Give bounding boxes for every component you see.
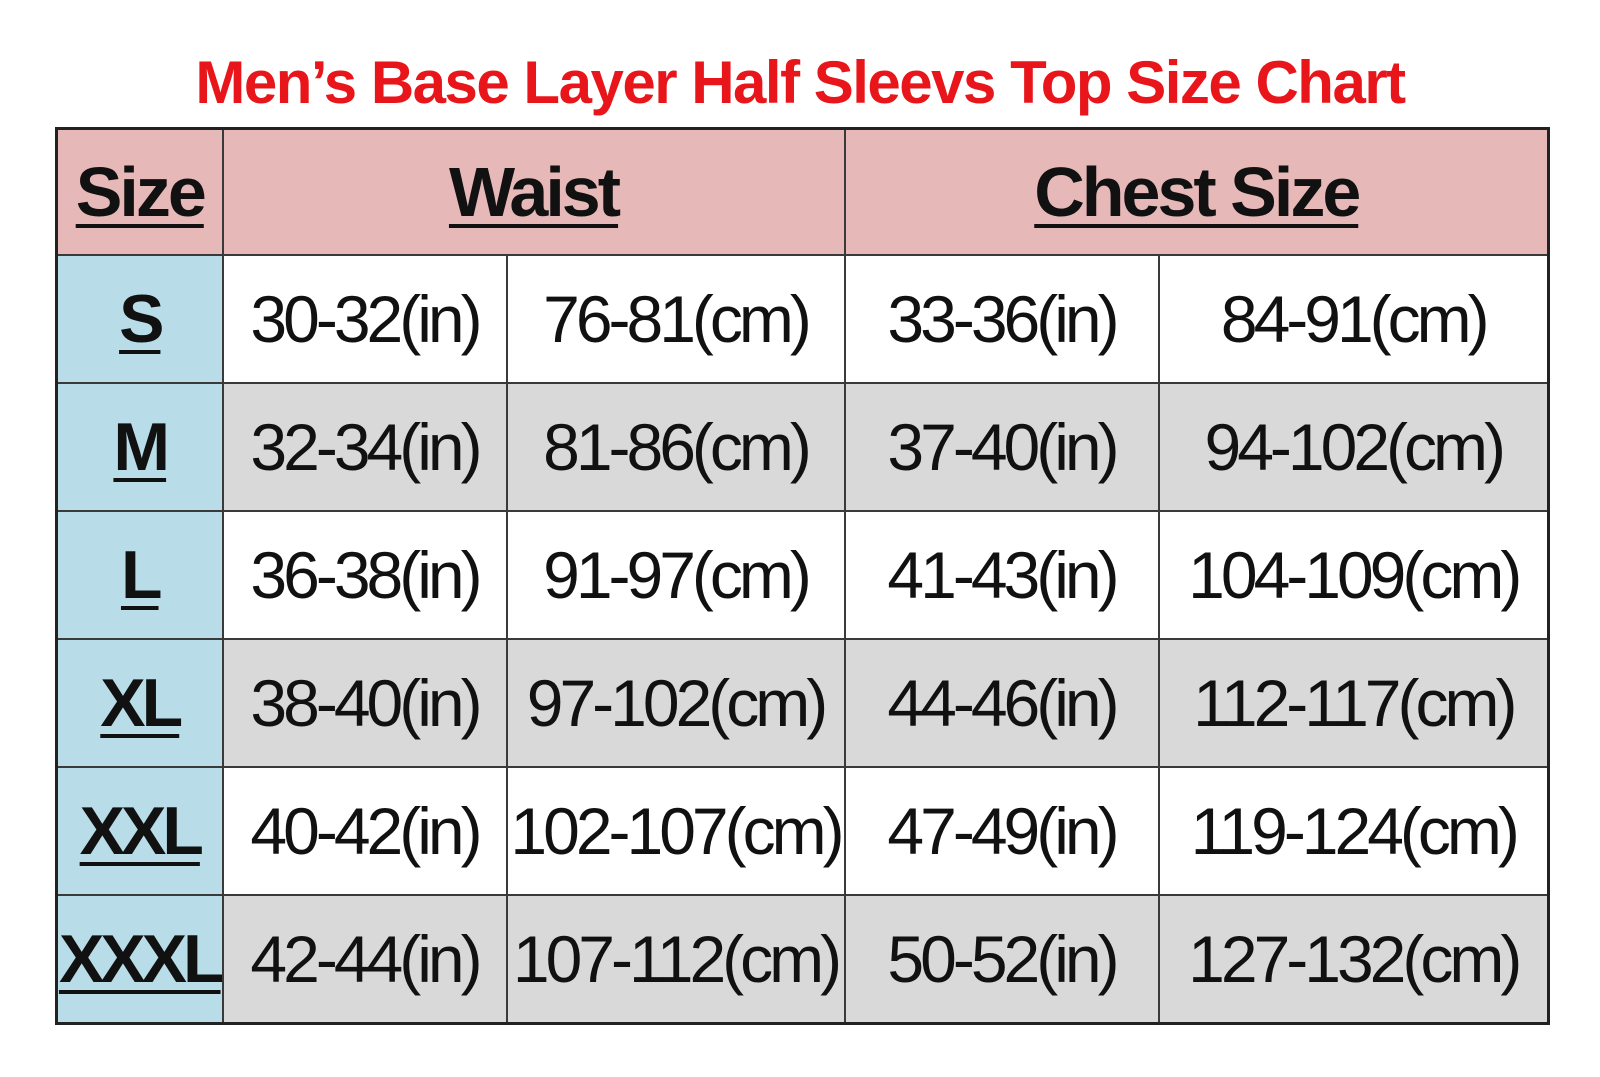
waist-in-cell: 36-38(in) xyxy=(221,510,508,641)
chest-cm-cell: 112-117(cm) xyxy=(1157,638,1550,769)
waist-in-cell: 40-42(in) xyxy=(221,766,508,897)
waist-in-cell: 30-32(in) xyxy=(221,253,508,385)
chest-in-cell: 50-52(in) xyxy=(843,894,1160,1025)
size-label: XXL xyxy=(55,766,224,897)
chest-in-cell: 37-40(in) xyxy=(843,382,1160,513)
size-label: M xyxy=(55,382,224,513)
waist-in-cell: 32-34(in) xyxy=(221,382,508,513)
waist-in-cell: 42-44(in) xyxy=(221,894,508,1025)
waist-in-cell: 38-40(in) xyxy=(221,638,508,769)
waist-cm-cell: 91-97(cm) xyxy=(505,510,846,641)
table-row: XL 38-40(in) 97-102(cm) 44-46(in) 112-11… xyxy=(55,638,1550,769)
table-header-row: Size Waist Chest Size xyxy=(55,127,1550,256)
header-waist: Waist xyxy=(221,127,846,256)
chest-cm-cell: 84-91(cm) xyxy=(1157,253,1550,385)
waist-cm-cell: 76-81(cm) xyxy=(505,253,846,385)
table-row: M 32-34(in) 81-86(cm) 37-40(in) 94-102(c… xyxy=(55,382,1550,513)
chest-in-cell: 41-43(in) xyxy=(843,510,1160,641)
waist-cm-cell: 97-102(cm) xyxy=(505,638,846,769)
chest-in-cell: 44-46(in) xyxy=(843,638,1160,769)
table-row: XXXL 42-44(in) 107-112(cm) 50-52(in) 127… xyxy=(55,894,1550,1025)
chest-in-cell: 47-49(in) xyxy=(843,766,1160,897)
waist-cm-cell: 107-112(cm) xyxy=(505,894,846,1025)
chest-cm-cell: 104-109(cm) xyxy=(1157,510,1550,641)
header-chest-size: Chest Size xyxy=(843,127,1550,256)
waist-cm-cell: 81-86(cm) xyxy=(505,382,846,513)
table-row: XXL 40-42(in) 102-107(cm) 47-49(in) 119-… xyxy=(55,766,1550,897)
size-label: S xyxy=(55,253,224,385)
size-label: XXXL xyxy=(55,894,224,1025)
chest-cm-cell: 94-102(cm) xyxy=(1157,382,1550,513)
waist-cm-cell: 102-107(cm) xyxy=(505,766,846,897)
chest-cm-cell: 119-124(cm) xyxy=(1157,766,1550,897)
chest-cm-cell: 127-132(cm) xyxy=(1157,894,1550,1025)
table-row: S 30-32(in) 76-81(cm) 33-36(in) 84-91(cm… xyxy=(55,253,1550,385)
chest-in-cell: 33-36(in) xyxy=(843,253,1160,385)
table-row: L 36-38(in) 91-97(cm) 41-43(in) 104-109(… xyxy=(55,510,1550,641)
size-label: XL xyxy=(55,638,224,769)
header-size: Size xyxy=(55,127,224,256)
page-title: Men’s Base Layer Half Sleevs Top Size Ch… xyxy=(195,49,1406,116)
size-label: L xyxy=(55,510,224,641)
size-chart-table: Size Waist Chest Size S 30-32(in) 76-81(… xyxy=(55,127,1550,1025)
